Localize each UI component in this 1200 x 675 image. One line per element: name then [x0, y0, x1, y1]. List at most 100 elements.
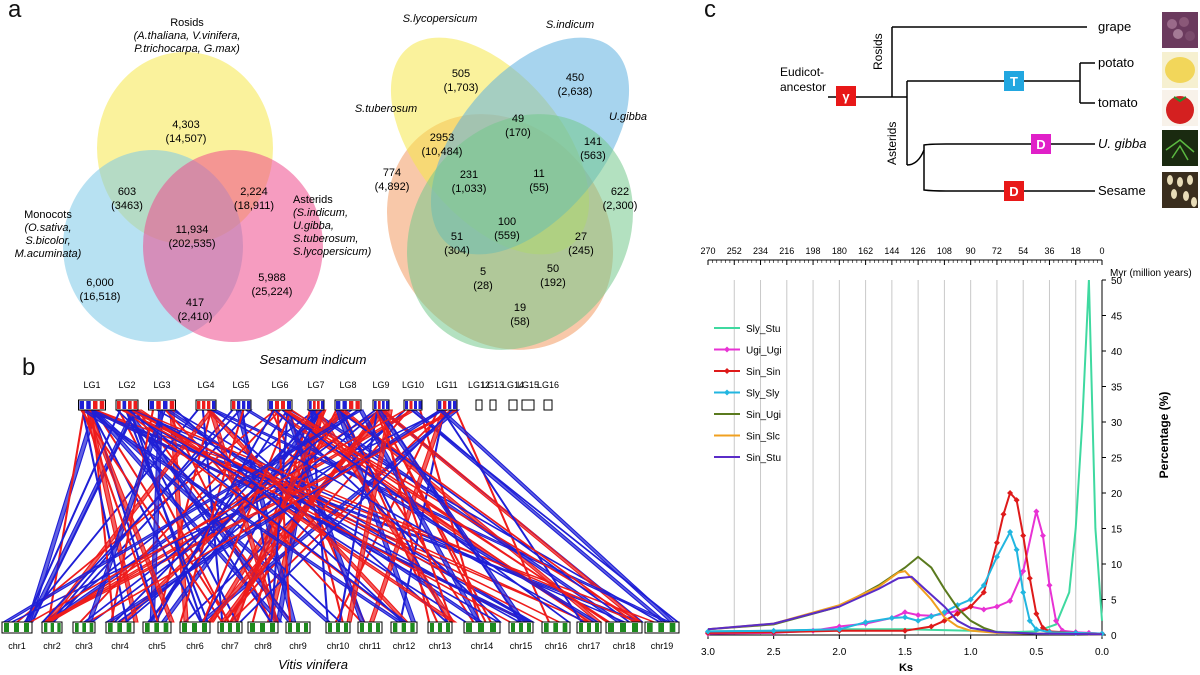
svg-text:γ: γ	[842, 89, 850, 104]
chr-segment	[145, 623, 150, 632]
lg-chromosome-box	[403, 399, 423, 411]
venn2-ugi-label: U.gibba	[609, 111, 647, 123]
data-point	[1039, 532, 1046, 539]
lg-segment	[336, 401, 341, 409]
data-point	[902, 627, 908, 634]
chr-segment	[154, 623, 159, 632]
lg-segment	[275, 401, 279, 409]
venn1-region-count: (202,535)	[168, 238, 215, 250]
venn2-region-value: 622	[611, 186, 629, 198]
data-point	[980, 582, 987, 589]
lg-label: LG4	[197, 380, 214, 390]
lg-segment	[355, 401, 360, 409]
legend-label: Sin_Sin	[746, 367, 780, 378]
tree-root-label-2: ancestor	[780, 80, 826, 94]
lg-segment	[378, 401, 381, 409]
legend-label: Ugi_Ugi	[746, 346, 782, 357]
lg-segment	[374, 401, 377, 409]
venn1-region-value: 417	[186, 297, 204, 309]
svg-text:D: D	[1036, 137, 1045, 152]
chr-segment	[579, 623, 583, 632]
series-line-sin-sin	[707, 491, 1103, 635]
venn1-monocots-sub2: S.bicolor,	[25, 235, 70, 247]
y-tick-label: 20	[1111, 489, 1123, 500]
data-point	[954, 610, 961, 617]
top-tick-label: 216	[779, 246, 794, 256]
tree-clade-rosids: Rosids	[871, 33, 885, 70]
lg-chromosome-box	[475, 399, 483, 411]
data-point	[928, 623, 935, 630]
top-tick-label: 252	[727, 246, 742, 256]
y-tick-label: 15	[1111, 525, 1123, 536]
venn2-region-value: 2953	[430, 132, 454, 144]
venn2-region-value: 49	[512, 113, 524, 125]
chr-segment	[270, 623, 275, 632]
data-point	[1020, 589, 1027, 596]
y-axis-title: Percentage (%)	[1157, 392, 1171, 479]
venn2-region-value: 27	[575, 231, 587, 243]
lg-segment	[156, 401, 161, 409]
chr-segment	[562, 623, 568, 632]
tree-clade-asterids: Asterids	[885, 122, 899, 165]
chr-segment	[410, 623, 415, 632]
venn1-asterids-title: Asterids	[293, 194, 333, 206]
chr-segment	[182, 623, 187, 632]
venn2-region-count: (2,638)	[558, 86, 593, 98]
x-tick-label: 1.0	[964, 647, 978, 658]
chr-label: chr2	[43, 641, 61, 651]
legend-label: Sin_Stu	[746, 453, 781, 464]
venn1-region-count: (14,507)	[166, 133, 207, 145]
data-point	[1020, 532, 1027, 539]
venn2-region-value: 450	[566, 72, 584, 84]
synteny-link	[346, 409, 393, 623]
lg-segment	[321, 401, 324, 409]
chr-segment	[466, 623, 472, 632]
top-tick-label: 0	[1099, 246, 1104, 256]
tree-leaf-ugibba: U. gibba	[1098, 136, 1146, 151]
chr-segment	[438, 623, 442, 632]
chr-segment	[75, 623, 79, 632]
venn2-region-count: (55)	[529, 182, 549, 194]
venn2-region-count: (1,033)	[452, 183, 487, 195]
tree-leaf-potato: potato	[1098, 55, 1134, 70]
lg-chromosome-box	[115, 399, 139, 411]
chr-segment	[304, 623, 308, 632]
chr-segment	[328, 623, 332, 632]
venn1-region-value: (3463)	[111, 200, 143, 212]
lg-label: LG12	[468, 380, 490, 390]
chr-segment	[511, 623, 515, 632]
data-point	[967, 596, 974, 603]
panel-a-letter: a	[8, 0, 22, 23]
venn2-region-count: (10,484)	[422, 146, 463, 158]
data-point	[1013, 497, 1020, 504]
data-point	[1007, 490, 1014, 496]
chr-label: chr7	[221, 641, 239, 651]
lg-chromosome-box	[334, 399, 362, 411]
y-tick-label: 0	[1111, 631, 1117, 642]
data-point	[967, 603, 974, 610]
lg-segment	[414, 401, 417, 409]
chr-label: chr3	[75, 641, 93, 651]
venn2-region-count: (28)	[473, 280, 493, 292]
data-point	[1007, 597, 1014, 604]
chr-segment	[44, 623, 48, 632]
chr-segment	[344, 623, 348, 632]
chr-label: chr12	[393, 641, 416, 651]
venn-diagram-1: Rosids (A.thaliana, V.vinifera, P.tricho…	[15, 17, 372, 342]
chr-label: chr18	[613, 641, 636, 651]
data-point	[888, 614, 895, 621]
lg-segment	[269, 401, 273, 409]
chr-label: chr6	[186, 641, 204, 651]
lg-segment	[197, 401, 201, 409]
chr-label: chr10	[327, 641, 350, 651]
chr-segment	[126, 623, 132, 632]
top-tick-label: 72	[992, 246, 1002, 256]
lg-segment	[309, 401, 312, 409]
data-point	[1026, 575, 1033, 582]
lg-segment	[117, 401, 121, 409]
lg-segment	[133, 401, 138, 409]
chr-segment	[24, 623, 29, 632]
venn2-region-value: 50	[547, 263, 559, 275]
panel-b-letter: b	[22, 354, 36, 381]
venn2-region-value: 100	[498, 216, 516, 228]
